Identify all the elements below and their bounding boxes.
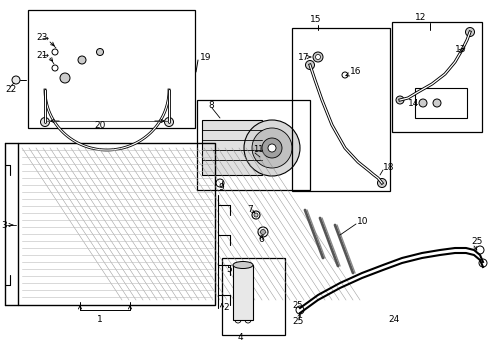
Bar	[414, 88, 466, 118]
Text: 21: 21	[36, 50, 47, 59]
Text: 20: 20	[94, 122, 105, 130]
Circle shape	[253, 213, 258, 217]
Circle shape	[258, 227, 267, 237]
Bar	[28, 10, 195, 128]
Text: 15: 15	[309, 15, 321, 24]
Text: 25: 25	[470, 238, 481, 247]
Text: 24: 24	[387, 315, 398, 324]
Circle shape	[295, 306, 304, 314]
Bar	[202, 120, 262, 175]
Circle shape	[216, 179, 224, 187]
Circle shape	[312, 52, 323, 62]
Circle shape	[418, 99, 426, 107]
Text: 3: 3	[1, 220, 7, 230]
Text: 2: 2	[223, 303, 228, 312]
Circle shape	[12, 76, 20, 84]
Text: 25: 25	[291, 301, 302, 310]
Circle shape	[244, 317, 250, 323]
Circle shape	[465, 27, 473, 36]
Circle shape	[315, 54, 320, 59]
Bar	[197, 100, 309, 190]
Text: →: →	[42, 50, 49, 59]
Circle shape	[60, 73, 70, 83]
Bar	[222, 258, 285, 335]
Circle shape	[96, 49, 103, 55]
Circle shape	[52, 65, 58, 71]
Circle shape	[78, 56, 86, 64]
Circle shape	[478, 259, 486, 267]
Circle shape	[41, 117, 49, 126]
Text: 4: 4	[237, 333, 243, 342]
Ellipse shape	[232, 261, 252, 269]
Circle shape	[395, 96, 403, 104]
Bar	[232, 265, 252, 320]
Circle shape	[432, 99, 440, 107]
Text: 7: 7	[246, 206, 252, 215]
Text: 1: 1	[97, 315, 102, 324]
Text: 13: 13	[454, 45, 466, 54]
Text: 8: 8	[207, 100, 213, 109]
Circle shape	[251, 211, 260, 219]
Circle shape	[260, 230, 265, 234]
Circle shape	[267, 144, 275, 152]
Text: 23: 23	[36, 33, 47, 42]
Text: 12: 12	[414, 13, 426, 22]
Circle shape	[52, 49, 58, 55]
Circle shape	[305, 60, 314, 69]
Text: →: →	[42, 33, 49, 42]
Text: 5: 5	[225, 266, 231, 274]
Text: 18: 18	[382, 163, 394, 172]
Text: 14: 14	[407, 99, 419, 108]
Text: 19: 19	[200, 54, 211, 63]
Text: 25: 25	[291, 318, 303, 327]
Text: 9: 9	[218, 183, 224, 192]
Circle shape	[251, 128, 291, 168]
Circle shape	[262, 138, 282, 158]
Text: 10: 10	[356, 217, 368, 226]
Circle shape	[235, 317, 241, 323]
Circle shape	[164, 117, 173, 126]
Bar	[18, 143, 215, 305]
Text: 17: 17	[297, 53, 309, 62]
Circle shape	[341, 72, 347, 78]
Circle shape	[475, 246, 483, 254]
Text: 6: 6	[258, 235, 263, 244]
Circle shape	[377, 179, 386, 188]
Bar	[291, 28, 389, 191]
Bar	[391, 22, 481, 132]
Circle shape	[244, 120, 299, 176]
Text: 22: 22	[5, 85, 16, 94]
Text: 11: 11	[252, 145, 263, 154]
Text: 16: 16	[349, 68, 361, 77]
